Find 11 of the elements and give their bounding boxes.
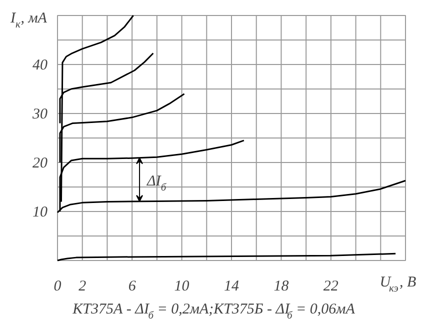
x-tick-label: 22 <box>323 278 339 294</box>
y-tick-label: 10 <box>32 204 48 220</box>
x-tick-label: 0 <box>54 278 62 294</box>
x-tick-label: 14 <box>224 278 240 294</box>
x-tick-label: 6 <box>128 278 136 294</box>
y-tick-label: 30 <box>32 106 48 122</box>
y-tick-label: 40 <box>32 58 48 74</box>
y-tick-label: 20 <box>32 156 48 172</box>
x-tick-label: 2 <box>78 278 87 294</box>
x-tick-label: 10 <box>174 278 190 294</box>
x-tick-label: 18 <box>274 278 290 294</box>
